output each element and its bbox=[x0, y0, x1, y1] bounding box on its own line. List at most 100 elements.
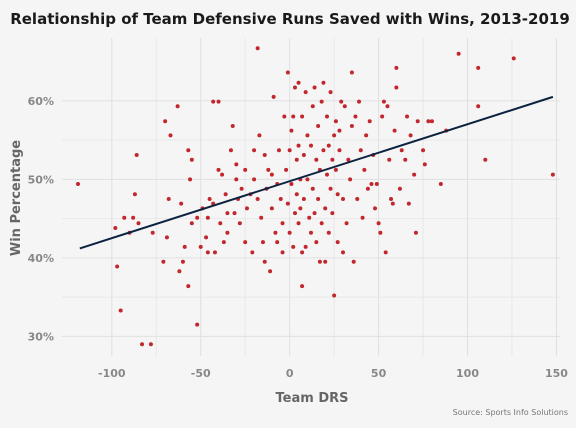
data-point bbox=[168, 133, 173, 138]
data-point bbox=[325, 114, 330, 119]
data-point bbox=[413, 230, 418, 235]
data-point bbox=[483, 157, 488, 162]
data-point bbox=[198, 244, 203, 249]
data-point bbox=[342, 104, 347, 109]
data-point bbox=[346, 157, 351, 162]
data-point bbox=[131, 215, 136, 220]
data-point bbox=[399, 148, 404, 153]
data-point bbox=[186, 284, 191, 289]
data-point bbox=[309, 230, 313, 235]
data-point bbox=[511, 56, 516, 61]
data-point bbox=[330, 157, 335, 162]
data-point bbox=[132, 192, 137, 197]
data-point bbox=[189, 157, 194, 162]
data-point bbox=[175, 104, 180, 109]
data-point bbox=[118, 308, 123, 313]
data-point bbox=[303, 244, 308, 249]
data-point bbox=[300, 114, 305, 119]
data-point bbox=[212, 250, 217, 255]
data-point bbox=[333, 167, 338, 172]
data-point bbox=[287, 148, 292, 153]
data-point bbox=[234, 162, 239, 167]
data-point bbox=[166, 196, 171, 201]
x-tick-label: -50 bbox=[191, 367, 211, 380]
data-point bbox=[426, 119, 431, 124]
data-point bbox=[122, 215, 127, 220]
data-point bbox=[378, 230, 383, 235]
data-point bbox=[296, 221, 301, 226]
data-point bbox=[244, 206, 249, 211]
data-point bbox=[364, 133, 369, 138]
data-point bbox=[335, 192, 340, 197]
data-point bbox=[415, 119, 420, 124]
data-point bbox=[314, 240, 319, 245]
data-point bbox=[390, 201, 395, 206]
data-point bbox=[323, 206, 328, 211]
data-point bbox=[262, 259, 267, 264]
data-point bbox=[140, 342, 145, 347]
data-point bbox=[76, 182, 81, 187]
data-point bbox=[314, 157, 319, 162]
x-axis-ticks: -100 -50 0 50 100 150 bbox=[98, 367, 568, 380]
data-point bbox=[216, 99, 221, 104]
data-point bbox=[429, 119, 434, 124]
data-point bbox=[357, 99, 362, 104]
data-point bbox=[319, 99, 324, 104]
data-point bbox=[278, 196, 283, 201]
data-point bbox=[328, 90, 333, 95]
data-point bbox=[164, 235, 169, 240]
data-point bbox=[255, 46, 260, 51]
data-point bbox=[195, 322, 200, 327]
data-point bbox=[403, 157, 408, 162]
data-point bbox=[276, 148, 281, 153]
data-point bbox=[326, 230, 331, 235]
data-point bbox=[333, 119, 338, 124]
data-point bbox=[301, 152, 306, 157]
data-point bbox=[294, 192, 299, 197]
data-point bbox=[312, 85, 317, 90]
trend-line bbox=[79, 95, 554, 250]
data-point bbox=[292, 85, 297, 90]
data-point bbox=[438, 182, 443, 187]
data-point bbox=[373, 206, 378, 211]
data-point bbox=[225, 230, 230, 235]
data-point bbox=[252, 177, 257, 182]
data-point bbox=[332, 293, 337, 298]
data-point bbox=[205, 250, 210, 255]
data-point bbox=[406, 201, 411, 206]
data-point bbox=[259, 215, 264, 220]
data-point bbox=[186, 148, 191, 153]
source-caption: Source: Sports Info Solutions bbox=[453, 408, 568, 417]
data-point bbox=[349, 70, 354, 75]
data-point bbox=[204, 235, 209, 240]
data-point bbox=[392, 128, 397, 133]
data-point bbox=[285, 201, 290, 206]
data-point bbox=[408, 133, 413, 138]
data-point bbox=[383, 250, 388, 255]
data-point bbox=[113, 226, 118, 231]
data-point bbox=[358, 148, 363, 153]
y-axis-ticks: 30% 40% 50% 60% bbox=[28, 95, 54, 344]
y-axis-title: Win Percentage bbox=[9, 140, 24, 256]
data-point bbox=[223, 192, 228, 197]
data-point bbox=[476, 65, 481, 70]
data-point bbox=[230, 123, 235, 128]
data-point bbox=[344, 221, 349, 226]
data-point bbox=[337, 128, 342, 133]
data-point bbox=[341, 250, 346, 255]
data-point bbox=[348, 177, 353, 182]
data-point bbox=[312, 211, 317, 216]
data-point bbox=[422, 162, 427, 167]
data-point bbox=[397, 186, 402, 191]
data-point bbox=[228, 148, 233, 153]
data-point bbox=[321, 148, 326, 153]
data-point bbox=[330, 211, 335, 216]
data-point bbox=[115, 264, 120, 269]
data-point bbox=[405, 114, 410, 119]
data-point bbox=[301, 196, 306, 201]
data-point bbox=[250, 250, 255, 255]
data-point bbox=[305, 133, 310, 138]
data-point bbox=[412, 172, 417, 177]
data-point bbox=[367, 119, 372, 124]
data-point bbox=[339, 99, 344, 104]
